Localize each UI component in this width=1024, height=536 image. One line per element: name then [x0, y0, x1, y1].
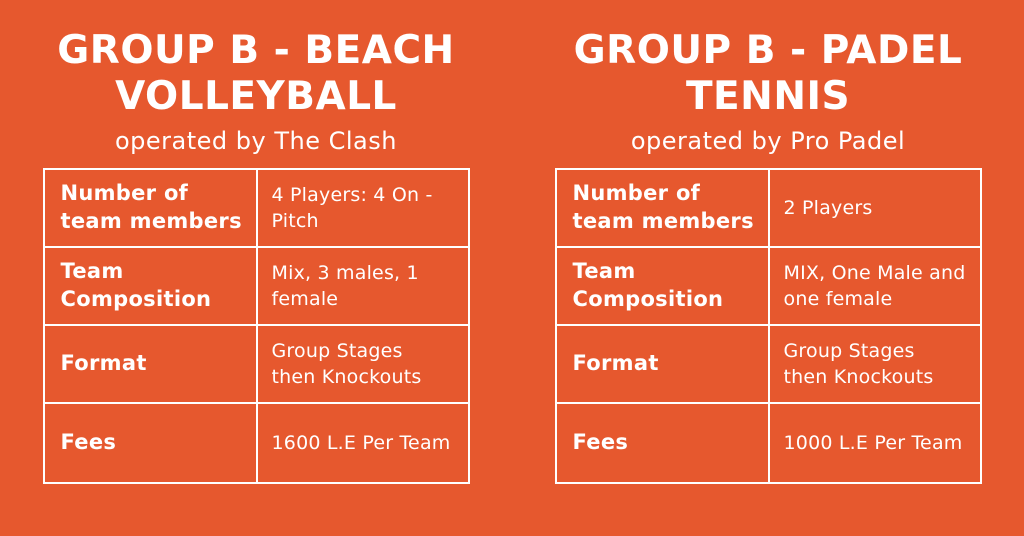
panel-padel-tennis: GROUP B - PADEL TENNIS operated by Pro P…: [512, 0, 1024, 536]
beach-volleyball-subtitle: operated by The Clash: [115, 127, 397, 156]
table-row-format: Format Group Stages then Knockouts: [44, 326, 468, 405]
row-value: Group Stages then Knockouts: [783, 339, 934, 389]
table-row-team-composition: Team Composition MIX, One Male and one f…: [556, 248, 980, 327]
row-label: Number of team members: [45, 170, 258, 247]
panel-beach-volleyball: GROUP B - BEACH VOLLEYBALL operated by T…: [42, 28, 470, 485]
row-value: 1600 L.E Per Team: [271, 431, 451, 454]
table-row-fees: Fees 1600 L.E Per Team: [45, 404, 468, 483]
row-value: Mix, 3 males, 1 female: [271, 261, 419, 311]
row-label: Format: [45, 326, 258, 403]
padel-tennis-subtitle: operated by Pro Padel: [630, 127, 906, 156]
row-value: 1000 L.E Per Team: [783, 431, 963, 454]
row-label: Fees: [45, 404, 258, 483]
table-row-team-members: Number of team members 2 Players: [556, 170, 980, 249]
row-value: Group Stages then Knockouts: [271, 339, 422, 389]
row-label: Number of team members: [557, 170, 770, 247]
beach-volleyball-table: Number of team members 4 Players: 4 On -…: [42, 168, 470, 485]
table-row-format: Format Group Stages then Knockouts: [556, 326, 980, 405]
row-label: Team Composition: [557, 248, 770, 325]
row-label: Team Composition: [45, 248, 258, 325]
table-row-fees: Fees 1000 L.E Per Team: [557, 404, 980, 483]
table-row-team-composition: Team Composition Mix, 3 males, 1 female: [44, 248, 468, 327]
padel-tennis-title: GROUP B - PADEL TENNIS: [573, 28, 963, 120]
table-row-team-members: Number of team members 4 Players: 4 On -…: [44, 170, 468, 249]
row-label: Format: [557, 326, 770, 403]
row-value: 2 Players: [783, 196, 873, 219]
padel-tennis-table: Number of team members 2 Players Team Co…: [554, 168, 982, 485]
beach-volleyball-title: GROUP B - BEACH VOLLEYBALL: [57, 28, 455, 120]
row-value: MIX, One Male and one female: [783, 261, 966, 311]
row-value: 4 Players: 4 On - Pitch: [271, 183, 433, 233]
row-label: Fees: [557, 404, 770, 483]
